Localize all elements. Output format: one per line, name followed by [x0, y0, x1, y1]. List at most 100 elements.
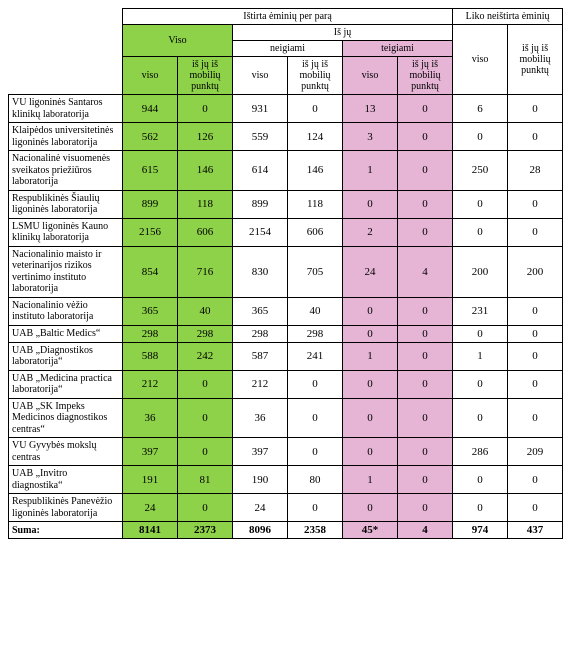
cell: 0 [343, 370, 398, 398]
header-neigiami: neigiami [233, 41, 343, 57]
cell: 0 [398, 398, 453, 438]
table-row: Respublikinės Panevėžio ligoninės labora… [9, 494, 563, 522]
cell: 0 [343, 438, 398, 466]
cell: 0 [508, 123, 563, 151]
cell: 2156 [123, 218, 178, 246]
lab-name: Respublikinės Šiaulių ligoninės laborato… [9, 190, 123, 218]
cell: 0 [178, 95, 233, 123]
hdr-viso-1: viso [123, 57, 178, 95]
cell: 0 [508, 190, 563, 218]
sum-4: 45* [343, 522, 398, 539]
cell: 0 [398, 494, 453, 522]
cell: 0 [508, 370, 563, 398]
table-row: VU ligoninės Santaros klinikų laboratori… [9, 95, 563, 123]
lab-name: VU ligoninės Santaros klinikų laboratori… [9, 95, 123, 123]
cell: 615 [123, 151, 178, 191]
lab-name: Nacionalinė visuomenės sveikatos priežiū… [9, 151, 123, 191]
cell: 298 [178, 325, 233, 342]
cell: 0 [178, 398, 233, 438]
cell: 298 [288, 325, 343, 342]
sum-row: Suma: 8141 2373 8096 2358 45* 4 974 437 [9, 522, 563, 539]
sum-label: Suma: [9, 522, 123, 539]
table-header: Ištirta ėminių per parą Liko neištirta ė… [9, 9, 563, 95]
cell: 0 [398, 342, 453, 370]
cell: 13 [343, 95, 398, 123]
hdr-mob-1: iš jų iš mobilių punktų [178, 57, 233, 95]
cell: 562 [123, 123, 178, 151]
table-row: Nacionalinė visuomenės sveikatos priežiū… [9, 151, 563, 191]
table-row: Nacionalinio vėžio instituto laboratorij… [9, 297, 563, 325]
cell: 0 [343, 398, 398, 438]
table-row: Klaipėdos universitetinės ligoninės labo… [9, 123, 563, 151]
cell: 212 [233, 370, 288, 398]
cell: 0 [288, 95, 343, 123]
cell: 0 [178, 494, 233, 522]
cell: 0 [453, 494, 508, 522]
cell: 3 [343, 123, 398, 151]
lab-name: Respublikinės Panevėžio ligoninės labora… [9, 494, 123, 522]
cell: 0 [508, 398, 563, 438]
cell: 24 [123, 494, 178, 522]
cell: 1 [453, 342, 508, 370]
table-row: LSMU ligoninės Kauno klinikų laboratorij… [9, 218, 563, 246]
cell: 0 [508, 325, 563, 342]
cell: 209 [508, 438, 563, 466]
cell: 0 [343, 325, 398, 342]
table-row: UAB „Diagnostikos laboratorija“588242587… [9, 342, 563, 370]
cell: 705 [288, 246, 343, 297]
cell: 118 [288, 190, 343, 218]
lab-name: Nacionalinio vėžio instituto laboratorij… [9, 297, 123, 325]
cell: 124 [288, 123, 343, 151]
cell: 716 [178, 246, 233, 297]
cell: 1 [343, 151, 398, 191]
cell: 80 [288, 466, 343, 494]
cell: 146 [178, 151, 233, 191]
cell: 298 [123, 325, 178, 342]
cell: 0 [398, 95, 453, 123]
cell: 0 [343, 297, 398, 325]
cell: 0 [288, 370, 343, 398]
cell: 212 [123, 370, 178, 398]
lab-name: UAB „Diagnostikos laboratorija“ [9, 342, 123, 370]
cell: 242 [178, 342, 233, 370]
cell: 0 [398, 325, 453, 342]
table-row: UAB „SK Impeks Medicinos diagnostikos ce… [9, 398, 563, 438]
cell: 0 [398, 218, 453, 246]
sum-5: 4 [398, 522, 453, 539]
cell: 126 [178, 123, 233, 151]
hdr-mob-3: iš jų iš mobilių punktų [398, 57, 453, 95]
table-row: UAB „Medicina practica laboratorija“2120… [9, 370, 563, 398]
cell: 397 [123, 438, 178, 466]
cell: 24 [233, 494, 288, 522]
table-row: Nacionalinio maisto ir veterinarijos riz… [9, 246, 563, 297]
cell: 614 [233, 151, 288, 191]
cell: 0 [398, 438, 453, 466]
sum-0: 8141 [123, 522, 178, 539]
cell: 191 [123, 466, 178, 494]
cell: 0 [453, 398, 508, 438]
cell: 0 [398, 123, 453, 151]
hdr-viso-3: viso [343, 57, 398, 95]
cell: 146 [288, 151, 343, 191]
cell: 2 [343, 218, 398, 246]
header-remain-viso: viso [453, 25, 508, 95]
cell: 899 [123, 190, 178, 218]
cell: 0 [398, 151, 453, 191]
cell: 0 [453, 218, 508, 246]
header-tested-per-day: Ištirta ėminių per parą [123, 9, 453, 25]
cell: 830 [233, 246, 288, 297]
cell: 365 [233, 297, 288, 325]
cell: 36 [233, 398, 288, 438]
cell: 0 [453, 325, 508, 342]
cell: 606 [288, 218, 343, 246]
cell: 0 [453, 370, 508, 398]
cell: 0 [508, 494, 563, 522]
cell: 0 [453, 190, 508, 218]
cell: 606 [178, 218, 233, 246]
lab-name: VU Gyvybės mokslų centras [9, 438, 123, 466]
cell: 298 [233, 325, 288, 342]
lab-name: UAB „Medicina practica laboratorija“ [9, 370, 123, 398]
cell: 1 [343, 466, 398, 494]
cell: 0 [398, 466, 453, 494]
cell: 0 [343, 494, 398, 522]
